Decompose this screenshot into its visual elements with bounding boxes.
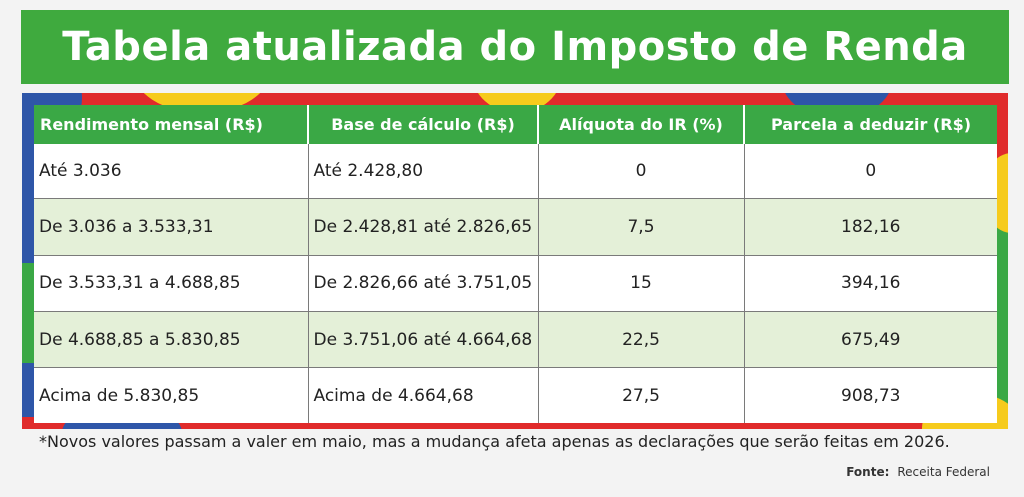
source-value: Receita Federal [897,465,990,479]
frame-stripe-blue-left-bottom [22,363,34,429]
source-label: Fonte: [846,465,890,479]
cell-aliquota: 0 [538,144,745,200]
header-rendimento-mensal: Rendimento mensal (R$) [34,105,309,144]
header-aliquota: Alíquota do IR (%) [538,105,745,144]
cell-rendimento: De 4.688,85 a 5.830,85 [34,311,309,369]
cell-aliquota: 15 [538,255,745,313]
cell-rendimento: Até 3.036 [34,144,309,200]
cell-base: De 3.751,06 até 4.664,68 [308,311,539,369]
table-row: Acima de 5.830,85 Acima de 4.664,68 27,5… [34,367,997,423]
table-row: Até 3.036 Até 2.428,80 0 0 [34,144,997,200]
cell-rendimento: Acima de 5.830,85 [34,367,309,423]
cell-parcela: 675,49 [744,311,997,369]
cell-rendimento: De 3.036 a 3.533,31 [34,198,309,256]
cell-parcela: 182,16 [744,198,997,256]
cell-parcela: 0 [744,144,997,200]
frame-stripe-green-left [22,263,34,363]
cell-aliquota: 22,5 [538,311,745,369]
tax-table-container: Rendimento mensal (R$) Base de cálculo (… [34,105,997,423]
cell-parcela: 394,16 [744,255,997,313]
cell-base: De 2.826,66 até 3.751,05 [308,255,539,313]
table-row: De 4.688,85 a 5.830,85 De 3.751,06 até 4… [34,311,997,369]
frame-stripe-green-right [996,213,1008,333]
cell-rendimento: De 3.533,31 a 4.688,85 [34,255,309,313]
cell-base: De 2.428,81 até 2.826,65 [308,198,539,256]
page-title: Tabela atualizada do Imposto de Renda [62,24,968,70]
cell-aliquota: 27,5 [538,367,745,423]
table-row: De 3.533,31 a 4.688,85 De 2.826,66 até 3… [34,255,997,313]
table-header-row: Rendimento mensal (R$) Base de cálculo (… [34,105,997,144]
title-banner: Tabela atualizada do Imposto de Renda [21,10,1009,84]
cell-base: Acima de 4.664,68 [308,367,539,423]
cell-parcela: 908,73 [744,367,997,423]
source-credit: Fonte: Receita Federal [846,465,990,479]
header-base-de-calculo: Base de cálculo (R$) [308,105,539,144]
tax-table: Rendimento mensal (R$) Base de cálculo (… [34,105,997,423]
cell-aliquota: 7,5 [538,198,745,256]
header-parcela-a-deduzir: Parcela a deduzir (R$) [744,105,997,144]
footnote: *Novos valores passam a valer em maio, m… [39,432,950,451]
table-row: De 3.036 a 3.533,31 De 2.428,81 até 2.82… [34,198,997,256]
cell-base: Até 2.428,80 [308,144,539,200]
